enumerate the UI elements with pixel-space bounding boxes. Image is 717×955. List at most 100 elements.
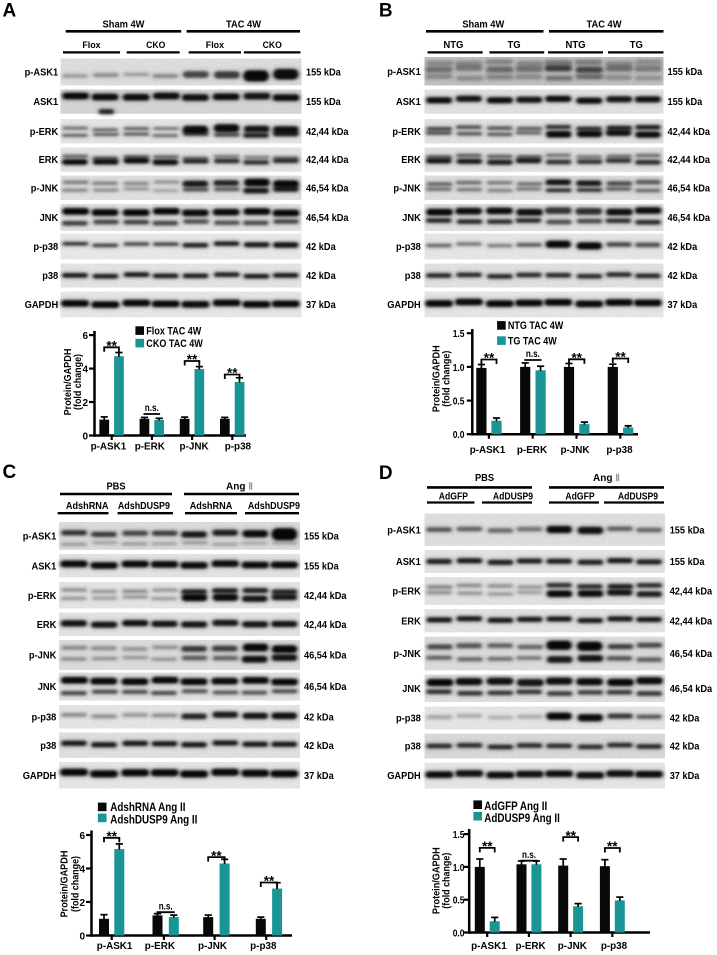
svg-text:p-ASK1: p-ASK1 (23, 531, 57, 542)
svg-text:42,44 kDa: 42,44 kDa (668, 127, 711, 138)
svg-text:JNK: JNK (402, 213, 421, 224)
svg-text:**: ** (106, 339, 117, 354)
svg-text:4: 4 (79, 864, 85, 875)
svg-text:n.s.: n.s. (526, 348, 540, 360)
svg-text:**: ** (607, 839, 618, 854)
svg-text:0.5: 0.5 (453, 396, 465, 407)
svg-text:(fold change): (fold change) (441, 351, 452, 407)
svg-text:ERK: ERK (401, 616, 421, 627)
svg-text:**: ** (571, 351, 582, 366)
svg-text:CKO TAC 4W: CKO TAC 4W (146, 338, 203, 350)
svg-text:Flox: Flox (206, 40, 225, 51)
svg-text:155 kDa: 155 kDa (668, 97, 703, 108)
svg-text:NTG TAC 4W: NTG TAC 4W (508, 320, 564, 332)
svg-text:p-ERK: p-ERK (392, 587, 421, 598)
svg-text:n.s.: n.s. (145, 402, 159, 414)
svg-text:AdshRNA Ang II: AdshRNA Ang II (110, 800, 185, 814)
svg-text:Sham 4W: Sham 4W (462, 19, 504, 30)
svg-text:AdshRNA: AdshRNA (66, 500, 109, 512)
svg-text:GAPDH: GAPDH (23, 771, 57, 782)
svg-text:p-JNK: p-JNK (180, 441, 209, 453)
svg-text:AdDUSP9: AdDUSP9 (493, 491, 533, 503)
svg-text:37 kDa: 37 kDa (668, 300, 698, 311)
svg-text:**: ** (615, 350, 626, 365)
svg-text:AdshDUSP9: AdshDUSP9 (118, 500, 170, 512)
svg-text:p38: p38 (40, 741, 56, 752)
svg-text:AdshDUSP9: AdshDUSP9 (248, 500, 300, 512)
svg-text:ASK1: ASK1 (396, 97, 421, 108)
svg-text:42 kDa: 42 kDa (670, 742, 700, 753)
svg-text:JNK: JNK (38, 682, 57, 693)
svg-text:AdshDUSP9 Ang II: AdshDUSP9 Ang II (110, 812, 197, 826)
svg-text:42 kDa: 42 kDa (306, 242, 336, 253)
svg-text:Protein/GAPDH: Protein/GAPDH (60, 851, 71, 918)
svg-text:B: B (379, 1, 393, 22)
svg-text:37 kDa: 37 kDa (670, 771, 700, 782)
svg-text:(fold change): (fold change) (71, 856, 82, 912)
svg-text:46,54 kDa: 46,54 kDa (304, 682, 347, 693)
svg-text:C: C (3, 462, 17, 483)
svg-text:CKO: CKO (146, 40, 165, 51)
svg-text:p-p38: p-p38 (601, 940, 627, 952)
svg-text:42 kDa: 42 kDa (304, 712, 334, 723)
svg-text:n.s.: n.s. (159, 900, 173, 912)
svg-text:0: 0 (79, 931, 85, 942)
svg-text:JNK: JNK (402, 684, 421, 695)
svg-text:1.0: 1.0 (453, 363, 465, 374)
svg-text:p-ASK1: p-ASK1 (387, 525, 421, 536)
svg-text:p-ERK: p-ERK (145, 940, 176, 952)
svg-text:37 kDa: 37 kDa (306, 300, 336, 311)
svg-text:1.0: 1.0 (453, 863, 465, 874)
svg-text:p-ASK1: p-ASK1 (25, 68, 59, 79)
svg-text:AdGFP Ang II: AdGFP Ang II (484, 799, 547, 813)
svg-text:p38: p38 (42, 271, 58, 282)
svg-text:NTG: NTG (565, 40, 585, 51)
svg-text:4: 4 (82, 365, 88, 376)
svg-text:p-JNK: p-JNK (558, 940, 587, 952)
svg-text:46,54 kDa: 46,54 kDa (670, 649, 713, 660)
svg-text:TAC 4W: TAC 4W (587, 19, 623, 30)
svg-text:46,54 kDa: 46,54 kDa (304, 651, 347, 662)
svg-text:GAPDH: GAPDH (387, 771, 421, 782)
svg-text:AdDUSP9: AdDUSP9 (618, 491, 658, 503)
svg-text:Protein/GAPDH: Protein/GAPDH (432, 847, 443, 914)
svg-text:JNK: JNK (40, 213, 59, 224)
svg-text:D: D (379, 463, 393, 484)
svg-text:p-p38: p-p38 (32, 712, 57, 723)
svg-text:0.0: 0.0 (453, 430, 465, 441)
svg-text:p-JNK: p-JNK (31, 184, 59, 195)
svg-text:Protein/GAPDH: Protein/GAPDH (432, 345, 443, 412)
svg-text:**: ** (106, 829, 117, 844)
svg-text:0: 0 (82, 431, 88, 442)
svg-text:TAC 4W: TAC 4W (226, 19, 262, 30)
svg-text:p-p38: p-p38 (250, 940, 276, 952)
svg-text:ASK1: ASK1 (396, 557, 421, 568)
svg-text:ERK: ERK (39, 155, 59, 166)
svg-text:p-p38: p-p38 (33, 242, 58, 253)
svg-text:**: ** (187, 352, 198, 367)
svg-text:p-ASK1: p-ASK1 (471, 940, 507, 952)
svg-text:A: A (3, 1, 17, 22)
svg-text:155 kDa: 155 kDa (670, 557, 705, 568)
svg-text:ERK: ERK (401, 155, 421, 166)
svg-text:**: ** (482, 839, 493, 854)
svg-text:155 kDa: 155 kDa (306, 97, 341, 108)
svg-text:0.5: 0.5 (453, 896, 465, 907)
svg-text:ERK: ERK (37, 620, 57, 631)
svg-text:p-ASK1: p-ASK1 (387, 67, 421, 78)
svg-text:p-JNK: p-JNK (393, 184, 421, 195)
svg-text:Protein/GAPDH: Protein/GAPDH (63, 349, 74, 416)
svg-text:PBS: PBS (106, 481, 125, 492)
svg-text:42,44 kDa: 42,44 kDa (306, 155, 349, 166)
svg-text:**: ** (484, 351, 495, 366)
svg-text:42 kDa: 42 kDa (304, 741, 334, 752)
svg-text:ASK1: ASK1 (33, 97, 58, 108)
svg-text:GAPDH: GAPDH (25, 300, 59, 311)
svg-text:p-p38: p-p38 (225, 441, 251, 453)
svg-text:**: ** (211, 848, 222, 863)
svg-text:42 kDa: 42 kDa (306, 271, 336, 282)
svg-text:p-p38: p-p38 (606, 444, 632, 456)
svg-text:46,54 kDa: 46,54 kDa (668, 184, 711, 195)
svg-text:PBS: PBS (475, 473, 494, 484)
svg-text:p-JNK: p-JNK (560, 444, 589, 456)
